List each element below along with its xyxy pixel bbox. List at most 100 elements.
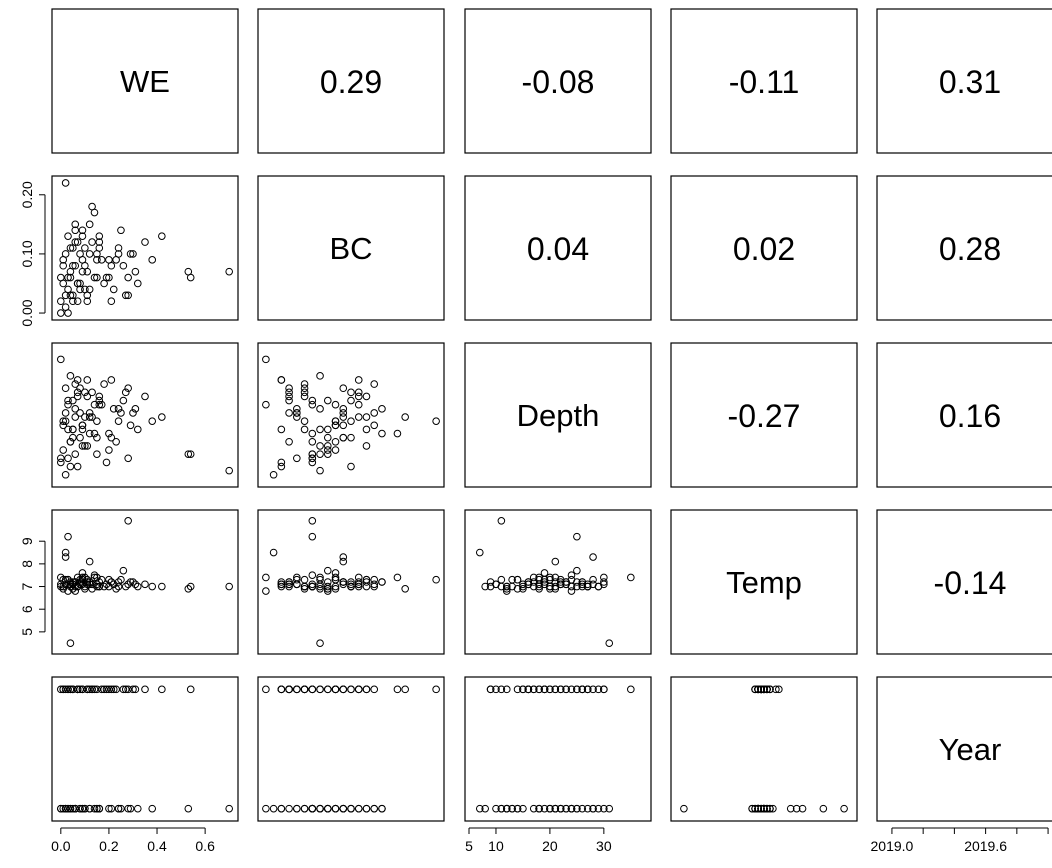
scatter-point <box>760 685 768 694</box>
scatter-point <box>73 297 82 306</box>
scatter-point <box>339 409 348 417</box>
scatter-point <box>59 261 68 270</box>
scatter-point <box>73 392 82 401</box>
scatter-point <box>354 685 363 694</box>
scatter-point <box>354 400 363 409</box>
variable-name-label: Temp <box>726 565 802 600</box>
scatter-point <box>393 573 402 582</box>
scatter-point <box>61 553 70 561</box>
scatter-point <box>551 804 560 813</box>
scatter-point <box>354 388 363 397</box>
x-axis-year: 2019.0 2019.6 <box>871 827 1049 854</box>
scatter-point <box>362 413 371 421</box>
panel-frame <box>670 8 858 154</box>
scatter-point <box>107 578 116 586</box>
scatter-point <box>519 685 527 694</box>
scatter-point <box>519 804 527 813</box>
scatter-point <box>105 582 113 591</box>
scatter-point <box>277 462 286 471</box>
scatter-point <box>432 575 440 584</box>
scatter-point <box>76 250 84 258</box>
scatter-point <box>66 639 75 648</box>
scatter-point <box>64 232 72 240</box>
correlation-value-label: 0.02 <box>733 231 795 267</box>
scatter-point <box>61 384 70 393</box>
scatter-point <box>323 425 332 434</box>
scatter-point <box>308 458 317 467</box>
scatter-point <box>109 285 118 294</box>
scatter-point <box>524 578 533 586</box>
scatter-point <box>131 580 140 589</box>
tick-label: 5 <box>19 628 35 636</box>
scatter-point <box>300 804 309 813</box>
scatter-point <box>114 582 123 591</box>
scatter-point <box>331 437 340 446</box>
scatter-point <box>766 685 774 694</box>
scatter-point <box>73 685 82 694</box>
scatter-point <box>502 587 511 595</box>
scatter-point <box>347 417 355 425</box>
scatter-point <box>513 575 522 584</box>
scatter-point <box>119 261 128 270</box>
scatter-point <box>78 573 87 582</box>
scatter-point <box>105 685 113 694</box>
scatter-point <box>316 585 324 593</box>
scatter-point <box>277 804 286 813</box>
correlation-value-label: 0.31 <box>939 64 1001 100</box>
scatter-point <box>497 517 506 525</box>
scatter-point <box>57 355 65 364</box>
scatter-point <box>370 409 379 417</box>
scatter-point <box>300 582 309 591</box>
scatter-point <box>540 804 549 813</box>
scatter-point <box>285 578 293 586</box>
scatter-point <box>594 685 603 694</box>
tick-label: 9 <box>19 537 35 545</box>
scatter-point <box>71 587 80 595</box>
scatter-point <box>121 291 130 300</box>
scatter-point <box>97 685 106 694</box>
scatter-point <box>751 804 759 813</box>
scatter-point <box>225 267 233 276</box>
scatter-point <box>124 804 132 813</box>
scatter-point <box>354 582 363 591</box>
scatter-point <box>567 685 576 694</box>
scatter-point <box>362 804 371 813</box>
scatter-point <box>57 573 65 582</box>
scatter-point <box>323 442 332 450</box>
scatter-point <box>57 804 65 813</box>
tick-label: 0.00 <box>19 299 35 326</box>
scatter-point <box>316 582 324 591</box>
correlation-value-label: -0.14 <box>934 565 1007 601</box>
scatter-point <box>370 804 379 813</box>
scatter-point <box>78 421 87 430</box>
scatter-point <box>109 685 118 694</box>
scatter-point <box>535 685 543 694</box>
scatter-point <box>339 580 348 589</box>
scatter-point <box>59 417 68 425</box>
scatter-point <box>573 685 581 694</box>
scatter-point <box>133 279 142 288</box>
scatter-point <box>354 376 363 384</box>
scatter-point <box>378 429 386 438</box>
scatter-point <box>64 309 72 317</box>
scatter-point <box>362 392 371 401</box>
panel-we-depth: -0.08 <box>464 8 652 154</box>
panel-frame <box>51 8 239 154</box>
scatter-point <box>497 582 506 591</box>
scatter-point <box>83 685 92 694</box>
tick-label: 0.20 <box>19 181 35 208</box>
scatter-point <box>529 685 538 694</box>
scatter-point <box>308 517 317 525</box>
scatter-point <box>73 376 82 384</box>
scatter-point <box>71 238 80 246</box>
scatter-point <box>76 384 84 393</box>
scatter-point <box>362 685 371 694</box>
scatter-point <box>308 580 317 589</box>
scatter-point <box>370 421 379 430</box>
scatter-point <box>285 388 293 397</box>
scatter-point <box>475 548 484 557</box>
scatter-point <box>600 580 608 589</box>
scatter-point <box>59 585 68 593</box>
scatter-point <box>66 578 75 586</box>
panel-we-we: WE <box>51 8 239 154</box>
